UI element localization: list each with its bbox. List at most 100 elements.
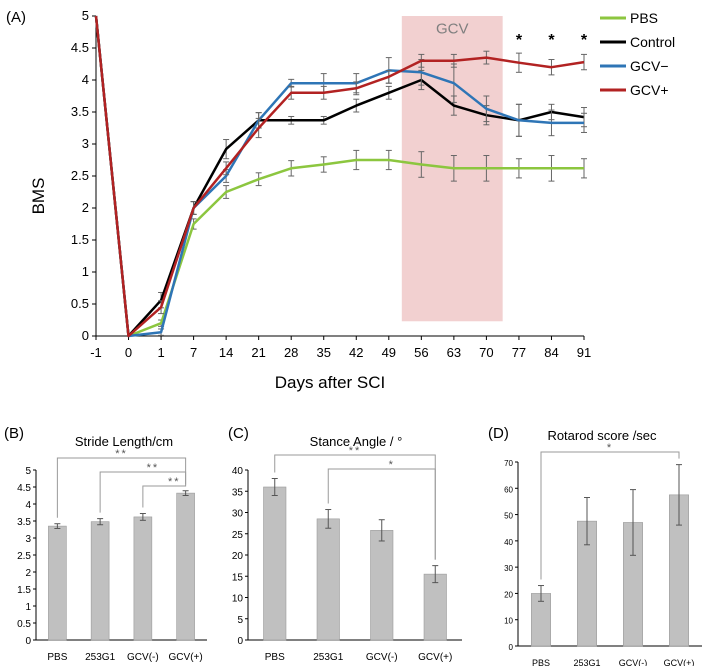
y-tick-label: 5 [82,8,89,23]
significance-label: ** [168,476,181,488]
y-tick-label: 4 [82,72,89,87]
gcv-region-label: GCV [436,20,469,37]
bar [370,530,394,641]
x-tick-label: -1 [90,345,102,360]
y-tick-label: 2.5 [71,168,89,183]
bar [176,492,195,641]
significance-bracket [142,484,187,508]
legend-label-control: Control [630,34,675,50]
legend-label-pbs: PBS [630,10,658,26]
category-label: PBS [265,652,285,663]
bar [48,525,67,641]
x-tick-label: 91 [577,345,591,360]
y-tick-label: 4.5 [71,40,89,55]
y-tick-label: 10 [504,617,513,626]
y-tick-label: 3.5 [71,104,89,119]
bar [423,573,447,641]
series-line-pbs [94,15,584,338]
x-tick-label: 49 [382,345,396,360]
category-label: GCV(+) [418,652,452,663]
significance-label: ** [147,462,160,474]
y-tick-label: 5 [237,615,243,626]
significance-star: * [548,32,555,49]
panel-title: Stride Length/cm [75,434,173,449]
y-tick-label: 2 [25,568,31,579]
y-tick-label: 5 [25,466,31,477]
significance-label: ** [115,448,128,460]
y-tick-label: 3 [25,534,31,545]
category-label: GCV(+) [169,652,203,663]
y-tick-label: 25 [232,530,244,541]
y-axis-title: BMS [29,178,48,215]
significance-bracket [274,454,436,560]
y-tick-label: 15 [232,572,244,583]
x-tick-label: 0 [125,345,132,360]
panel-label: (D) [488,425,509,442]
significance-bracket [99,471,187,513]
y-tick-label: 0 [82,328,89,343]
x-axis-title: Days after SCI [275,373,386,392]
x-tick-label: 21 [251,345,265,360]
significance-label: * [607,442,613,454]
y-tick-label: 30 [504,564,513,573]
bar [316,518,340,641]
panel-label-a: (A) [6,9,26,26]
y-tick-label: 10 [232,594,244,605]
significance-star: * [581,32,588,49]
y-tick-label: 0 [25,636,31,647]
y-tick-label: 1.5 [17,585,31,596]
x-tick-label: 84 [544,345,558,360]
y-tick-label: 0.5 [17,619,31,630]
category-label: GCV(-) [127,652,159,663]
x-tick-label: 28 [284,345,298,360]
panel-title: Rotarod score /sec [547,428,657,443]
y-tick-label: 35 [232,487,244,498]
category-label: PBS [47,652,67,663]
category-label: 253G1 [85,652,115,663]
significance-star: * [516,32,523,49]
bar [90,521,110,641]
y-tick-label: 0 [237,636,243,647]
x-tick-label: 77 [512,345,526,360]
y-tick-label: 50 [504,512,513,521]
series-line-control [94,15,585,338]
y-tick-label: 60 [504,485,513,494]
bar [263,486,287,641]
y-tick-label: 1 [25,602,31,613]
category-label: GCV(-) [619,658,648,666]
y-tick-label: 40 [504,538,513,547]
y-tick-label: 30 [232,509,244,520]
bar [133,516,153,641]
y-tick-label: 2 [82,200,89,215]
category-label: 253G1 [573,658,600,666]
category-label: PBS [532,658,550,666]
y-tick-label: 3 [82,136,89,151]
panel-title: Stance Angle / ° [310,434,403,449]
y-tick-label: 2.5 [17,551,31,562]
y-tick-label: 3.5 [17,517,31,528]
category-label: GCV(+) [664,658,695,666]
x-tick-label: 35 [316,345,330,360]
legend-label-gcv_minus: GCV− [630,58,669,74]
x-tick-label: 56 [414,345,428,360]
significance-label: * [389,459,395,471]
series-line-gcv_plus [94,15,585,338]
x-tick-label: 7 [190,345,197,360]
y-tick-label: 70 [504,459,513,468]
y-tick-label: 0 [509,643,514,652]
category-label: 253G1 [313,652,343,663]
x-tick-label: 42 [349,345,363,360]
panel-label: (B) [4,425,24,442]
panel-label: (C) [228,425,249,442]
y-tick-label: 0.5 [71,296,89,311]
x-tick-label: 63 [447,345,461,360]
legend-label-gcv_plus: GCV+ [630,82,669,98]
category-label: GCV(-) [366,652,398,663]
y-tick-label: 4.5 [17,483,31,494]
significance-bracket [56,457,187,518]
y-tick-label: 1 [82,264,89,279]
y-tick-label: 4 [25,500,31,511]
x-tick-label: 14 [219,345,233,360]
significance-label: ** [349,445,362,457]
